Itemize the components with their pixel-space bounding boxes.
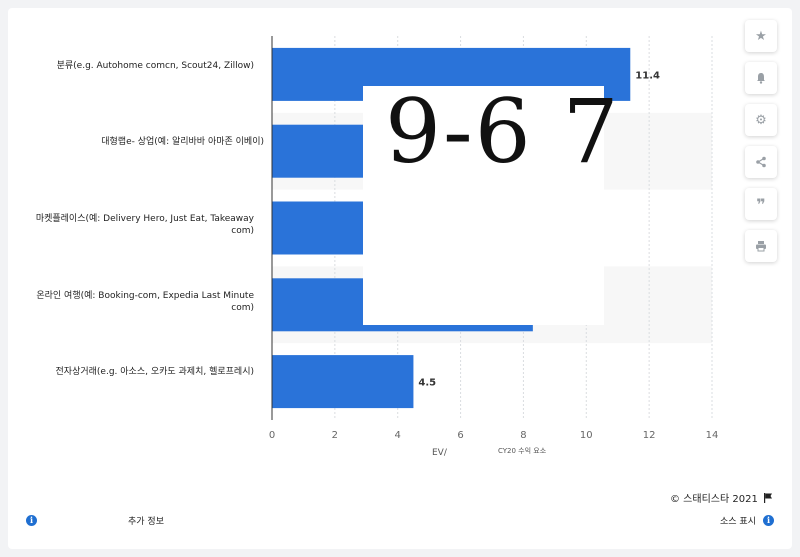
x-tick-label: 12 — [643, 430, 656, 441]
info-icon[interactable]: i — [26, 515, 37, 526]
copyright: © 스태티스타 2021 — [670, 490, 773, 505]
data-label: 11.4 — [635, 70, 660, 81]
x-tick-label: 6 — [457, 430, 463, 441]
cite-button[interactable]: ❞ — [745, 188, 777, 220]
x-tick-label: 8 — [520, 430, 526, 441]
settings-button[interactable]: ⚙ — [745, 104, 777, 136]
gear-icon: ⚙ — [755, 112, 767, 128]
category-label: 마켓플레이스(예: Delivery Hero, Just Eat, Takea… — [35, 214, 254, 236]
x-tick-label: 2 — [332, 430, 338, 441]
quote-icon: ❞ — [756, 194, 766, 214]
category-label: 전자상거래(e.g. 아소스, 오카도 과제치, 헬로프레시) — [55, 367, 254, 377]
flag-icon — [764, 493, 772, 503]
category-label: 온라인 여행(예: Booking-com, Expedia Last Minu… — [36, 291, 254, 313]
x-tick-label: 10 — [580, 430, 593, 441]
share-icon — [756, 156, 766, 168]
category-label: 분류(e.g. Autohome comcn, Scout24, Zillow) — [56, 61, 254, 71]
source-info-icon[interactable]: i — [763, 515, 774, 526]
x-tick-label: 4 — [395, 430, 401, 441]
x-tick-label: 14 — [706, 430, 719, 441]
share-button[interactable] — [745, 146, 777, 178]
x-tick-label: 0 — [269, 430, 275, 441]
bar — [272, 355, 414, 409]
bell-icon — [757, 73, 765, 84]
data-label: 4.5 — [418, 378, 436, 389]
overlay-text: 9-6 7 — [385, 80, 621, 183]
print-button[interactable] — [745, 230, 777, 262]
show-source-link[interactable]: 소스 표시 — [720, 517, 756, 527]
favorite-button[interactable]: ★ — [745, 20, 777, 52]
print-icon — [756, 241, 766, 252]
star-icon: ★ — [755, 28, 767, 44]
x-axis-title-left: EV/ — [432, 448, 447, 458]
overlay-box: 9-6 7 — [363, 80, 619, 325]
toolbar: ★ ⚙ ❞ — [745, 20, 779, 272]
x-axis-title-right: CY20 수익 요소 — [498, 447, 547, 455]
category-label: 대형랩e- 상업(예: 알리바바 아마존 이베이) — [101, 137, 264, 147]
notification-button[interactable] — [745, 62, 777, 94]
more-info-link[interactable]: 추가 정보 — [128, 517, 164, 527]
